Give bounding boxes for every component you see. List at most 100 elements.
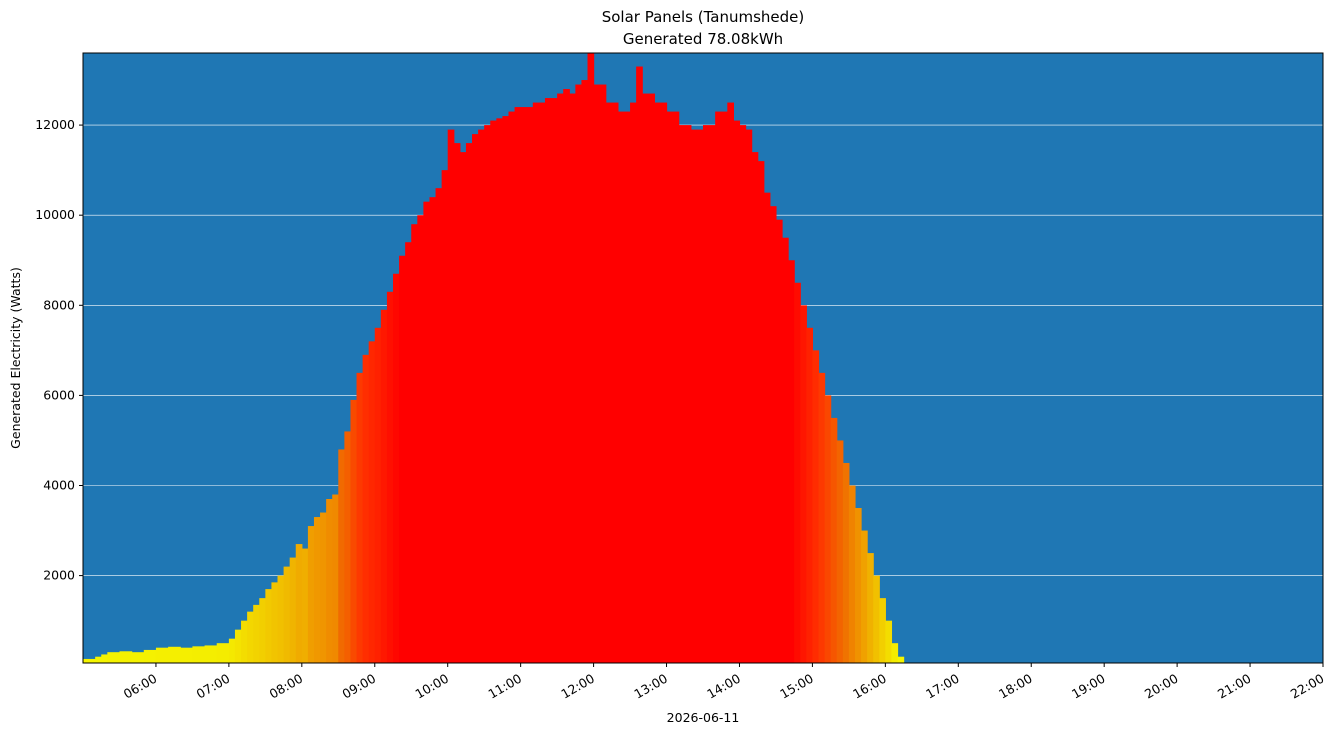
generation-bar <box>180 647 194 663</box>
generation-bar <box>873 575 880 663</box>
generation-bar <box>490 120 497 664</box>
generation-bar <box>830 417 838 663</box>
generation-bar <box>295 544 303 663</box>
generation-bar <box>447 129 455 663</box>
generation-bar <box>508 111 516 664</box>
generation-bar <box>581 80 589 664</box>
generation-bar <box>307 526 315 663</box>
x-tick-label: 07:00 <box>194 671 233 702</box>
generation-bar <box>885 620 893 663</box>
generation-bar <box>514 107 522 664</box>
generation-bar <box>380 309 388 663</box>
x-axis-label: 2026-06-11 <box>667 710 740 725</box>
x-tick-label: 20:00 <box>1142 671 1181 702</box>
generation-bar <box>216 643 230 663</box>
x-tick-label: 13:00 <box>631 671 670 702</box>
generation-bar <box>405 242 412 663</box>
generation-bar <box>800 305 807 663</box>
generation-bar <box>605 102 619 663</box>
generation-bar <box>690 129 704 663</box>
generation-bar <box>751 152 759 663</box>
x-tick-label: 15:00 <box>777 671 816 702</box>
generation-bar <box>332 494 339 663</box>
generation-bar <box>836 440 844 663</box>
x-tick-label: 16:00 <box>850 671 889 702</box>
x-tick-label: 06:00 <box>121 671 160 702</box>
generation-bar <box>313 517 321 663</box>
generation-bar <box>192 646 206 663</box>
generation-bar <box>867 553 874 663</box>
generation-bar <box>350 399 358 663</box>
generation-bar <box>818 372 826 663</box>
generation-bar <box>241 620 248 663</box>
generation-bar <box>277 575 285 663</box>
generation-bar <box>745 129 753 663</box>
generation-bar <box>478 129 485 663</box>
generation-bar <box>891 643 899 663</box>
generation-bar <box>642 93 655 664</box>
generation-bar <box>861 530 868 663</box>
generation-bar <box>356 372 364 663</box>
generation-bar <box>563 89 570 663</box>
generation-bar <box>83 658 96 663</box>
generation-bar <box>386 291 394 663</box>
generation-bar <box>703 125 716 664</box>
x-axis: 06:00 07:00 08:00 09:00 10:00 11:00 12:00 13:00… <box>121 663 1327 702</box>
generation-bar <box>678 125 692 664</box>
generation-bar <box>441 170 449 664</box>
generation-bar <box>168 646 181 663</box>
generation-bar <box>283 566 291 663</box>
generation-bar <box>842 462 850 663</box>
generation-bar <box>763 192 771 663</box>
y-tick-label: 4000 <box>43 477 75 492</box>
x-tick-label: 12:00 <box>558 671 597 702</box>
generation-bar <box>411 224 418 663</box>
x-tick-label: 17:00 <box>923 671 962 702</box>
generation-bar <box>107 652 121 663</box>
generation-bar <box>854 508 862 663</box>
x-tick-label: 08:00 <box>267 671 306 702</box>
chart-title: Solar Panels (Tanumshede) <box>602 8 805 26</box>
generation-bar <box>502 116 510 663</box>
x-tick-label: 18:00 <box>996 671 1035 702</box>
generation-bar <box>155 647 169 663</box>
generation-bar <box>417 215 424 664</box>
generation-bar <box>769 206 777 663</box>
x-tick-label: 22:00 <box>1288 671 1327 702</box>
generation-bar <box>119 651 133 663</box>
generation-bar <box>593 84 607 663</box>
generation-bar <box>617 111 631 664</box>
y-tick-label: 12000 <box>35 117 75 132</box>
generation-bar <box>666 111 680 664</box>
generation-bar <box>393 273 400 663</box>
chart-subtitle: Generated 78.08kWh <box>623 30 783 48</box>
y-axis: 2000 4000 6000 8000 10000 12000 <box>35 117 83 583</box>
y-axis-label: Generated Electricity (Watts) <box>8 267 23 449</box>
generation-bar <box>812 350 820 663</box>
generation-bar <box>465 143 473 663</box>
y-tick-label: 10000 <box>35 207 75 222</box>
x-tick-label: 21:00 <box>1215 671 1254 702</box>
generation-bar <box>228 638 236 663</box>
generation-bar <box>496 118 504 664</box>
generation-bar <box>362 354 370 663</box>
generation-bar <box>806 327 814 663</box>
generation-bar <box>775 219 783 663</box>
x-tick-label: 10:00 <box>413 671 452 702</box>
generation-bar <box>472 134 479 663</box>
generation-bar <box>757 161 765 663</box>
generation-bar <box>271 582 279 663</box>
generation-bar <box>253 604 260 663</box>
generation-bar <box>544 98 558 663</box>
generation-bar <box>289 557 297 663</box>
generation-bar <box>301 548 309 663</box>
generation-bar <box>344 431 352 663</box>
generation-bar <box>520 107 534 664</box>
generation-bar <box>739 125 747 664</box>
generation-bar <box>848 485 856 663</box>
generation-bar <box>374 327 382 663</box>
generation-bar <box>897 656 905 663</box>
generation-bar <box>879 598 886 663</box>
generation-bar <box>569 93 576 664</box>
